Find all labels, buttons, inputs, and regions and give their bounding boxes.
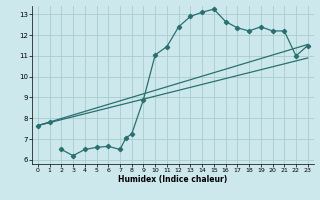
X-axis label: Humidex (Indice chaleur): Humidex (Indice chaleur) <box>118 175 228 184</box>
